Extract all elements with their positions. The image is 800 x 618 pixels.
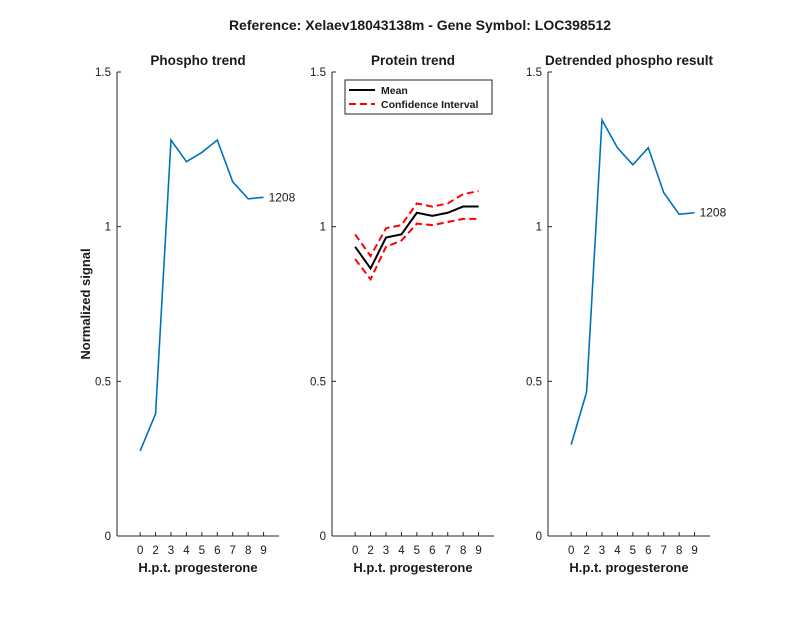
x-tick-label: 2 <box>583 545 589 557</box>
point-annotation: 1208 <box>269 190 296 204</box>
x-tick-label: 2 <box>367 545 373 557</box>
y-tick-label: 1 <box>536 222 542 234</box>
x-axis-label: H.p.t. progesterone <box>569 560 688 575</box>
x-tick-label: 5 <box>199 545 205 557</box>
x-tick-label: 8 <box>676 545 682 557</box>
panel-title: Detrended phospho result <box>545 53 714 68</box>
x-tick-label: 9 <box>475 545 481 557</box>
x-tick-label: 4 <box>614 545 621 557</box>
x-tick-label: 4 <box>183 545 190 557</box>
legend-entry-label: Confidence Interval <box>381 99 479 111</box>
x-axis-label: H.p.t. progesterone <box>138 560 257 575</box>
x-tick-label: 0 <box>568 545 574 557</box>
x-tick-label: 6 <box>645 545 651 557</box>
x-tick-label: 5 <box>414 545 420 557</box>
y-tick-label: 1 <box>320 222 326 234</box>
x-tick-label: 6 <box>214 545 220 557</box>
y-tick-label: 1 <box>105 222 111 234</box>
x-tick-label: 7 <box>445 545 451 557</box>
x-tick-label: 3 <box>599 545 605 557</box>
y-tick-label: 0.5 <box>526 376 542 388</box>
panel-title: Protein trend <box>371 53 455 68</box>
panel-title: Phospho trend <box>150 53 245 68</box>
series-line-series-2 <box>354 217 479 282</box>
y-tick-label: 1.5 <box>526 67 542 79</box>
x-tick-label: 4 <box>398 545 405 557</box>
series-line-confidence-interval <box>354 190 479 258</box>
legend: Mean Confidence Interval <box>344 79 493 115</box>
x-tick-label: 0 <box>352 545 358 557</box>
x-tick-label: 7 <box>230 545 236 557</box>
x-tick-label: 0 <box>137 545 143 557</box>
x-tick-label: 3 <box>383 545 389 557</box>
x-tick-label: 8 <box>460 545 466 557</box>
x-tick-label: 8 <box>245 545 251 557</box>
y-tick-label: 0 <box>105 531 111 543</box>
y-tick-label: 0 <box>536 531 542 543</box>
y-tick-label: 0.5 <box>95 376 111 388</box>
x-axis-label: H.p.t. progesterone <box>353 560 472 575</box>
series-line-mean <box>354 205 479 271</box>
x-tick-label: 3 <box>168 545 174 557</box>
x-tick-label: 7 <box>661 545 667 557</box>
figure-title: Reference: Xelaev18043138m - Gene Symbol… <box>229 17 611 33</box>
series-line-series-0 <box>139 137 264 452</box>
x-tick-label: 5 <box>630 545 636 557</box>
series-line-series-0 <box>570 117 695 445</box>
y-axis-label: Normalized signal <box>78 248 93 359</box>
y-tick-label: 1.5 <box>95 67 111 79</box>
x-tick-label: 6 <box>429 545 435 557</box>
x-tick-label: 9 <box>260 545 266 557</box>
x-tick-label: 2 <box>152 545 158 557</box>
y-tick-label: 0 <box>320 531 326 543</box>
legend-box <box>344 79 493 115</box>
point-annotation: 1208 <box>700 206 727 220</box>
y-tick-label: 1.5 <box>310 67 326 79</box>
x-tick-label: 9 <box>691 545 697 557</box>
legend-entry-label: Mean <box>381 85 408 97</box>
y-tick-label: 0.5 <box>310 376 326 388</box>
